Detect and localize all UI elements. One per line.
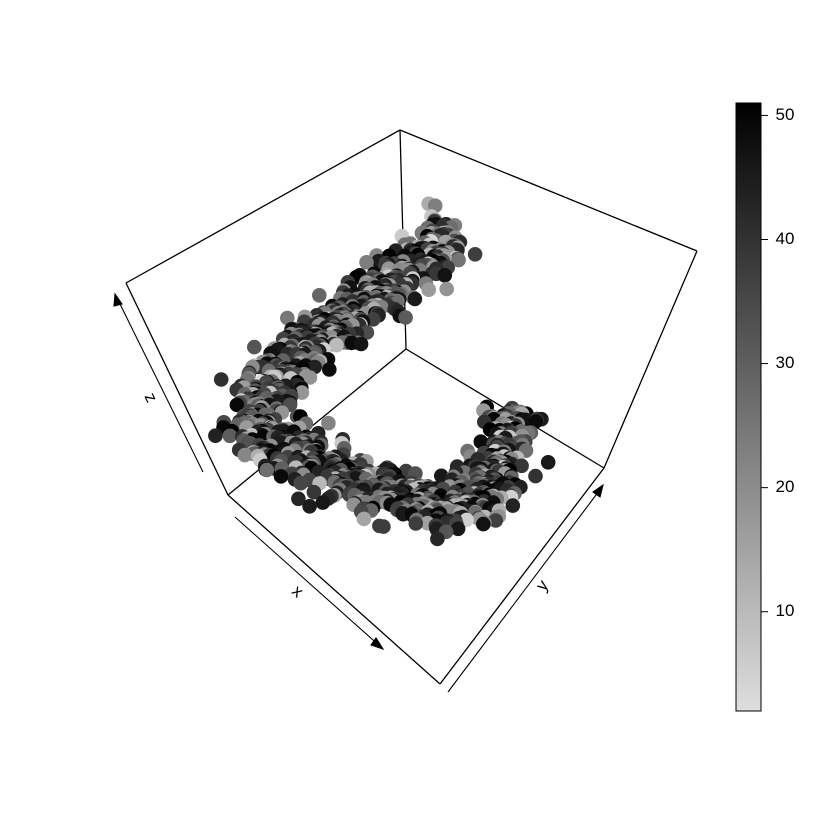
scatter-point <box>505 498 521 513</box>
z-axis-arrowhead <box>113 292 123 307</box>
colorbar-tick-label: 30 <box>776 353 795 372</box>
scatter-point <box>528 468 543 484</box>
y-axis-arrowhead <box>592 483 604 498</box>
scatter-point <box>273 469 289 484</box>
colorbar-tick-label: 20 <box>776 477 795 496</box>
scatter-point <box>439 281 455 297</box>
scatter-point <box>321 415 336 431</box>
scatter-points <box>208 196 556 547</box>
colorbar-tick-label: 40 <box>776 229 795 248</box>
scatter-point <box>208 428 223 444</box>
box-edge <box>125 282 229 496</box>
scatter-point <box>222 428 238 444</box>
scatter-point <box>247 339 262 355</box>
scatter-point <box>306 484 322 500</box>
scatter-point <box>467 247 483 262</box>
scatter-point <box>430 531 445 547</box>
scatter-point <box>280 310 295 326</box>
x-axis-arrowhead <box>370 637 385 651</box>
scatter-point <box>293 475 309 491</box>
scatter-point <box>437 268 453 283</box>
axis-arrows <box>113 292 604 693</box>
scatter-point <box>291 491 306 507</box>
scatter-point <box>476 516 491 532</box>
colorbar: 10 20 30 40 50 <box>735 102 794 712</box>
scatter-point <box>356 511 372 527</box>
scatter-point <box>473 434 489 450</box>
colorbar-gradient <box>735 102 762 712</box>
scatter-point <box>302 499 317 514</box>
scatter-point <box>540 455 556 470</box>
box-edge <box>227 494 441 685</box>
x-axis-label: x <box>288 581 307 601</box>
scatter-point <box>421 282 437 298</box>
colorbar-tick-label: 50 <box>776 105 795 124</box>
scatter-point <box>398 310 413 325</box>
colorbar-tick-label: 10 <box>776 601 795 620</box>
box-edge <box>439 467 605 685</box>
scatter-point <box>213 372 229 387</box>
y-axis-label: y <box>532 576 553 595</box>
scatter-point <box>237 447 253 463</box>
scatter-point <box>315 495 331 510</box>
box-edge <box>399 129 698 252</box>
box-edge <box>603 250 698 469</box>
scatter-point <box>408 516 424 531</box>
scatter-point <box>514 458 529 474</box>
y-axis-arrow <box>447 486 603 693</box>
scatter-point <box>229 397 245 413</box>
scatter-point <box>376 519 391 534</box>
scatter-point <box>528 414 544 429</box>
scatter-point <box>359 254 374 270</box>
scatter-point <box>451 252 466 268</box>
z-axis-arrow <box>115 295 204 473</box>
box-frame <box>125 129 698 685</box>
scatter-point <box>259 462 275 478</box>
x-axis-arrow <box>234 516 383 649</box>
scatter-point <box>353 336 369 352</box>
scatter-point <box>488 513 504 528</box>
scatter-point <box>302 370 318 385</box>
box-edge <box>227 348 407 496</box>
scatter-point <box>312 288 327 303</box>
scatter-point <box>450 521 466 537</box>
scatter-point <box>322 362 337 377</box>
z-axis-label: z <box>141 390 162 406</box>
colorbar-ticks: 10 20 30 40 50 <box>761 105 794 620</box>
box-edge <box>125 129 401 284</box>
scatter-point <box>407 291 423 307</box>
scatter-point <box>329 337 344 353</box>
